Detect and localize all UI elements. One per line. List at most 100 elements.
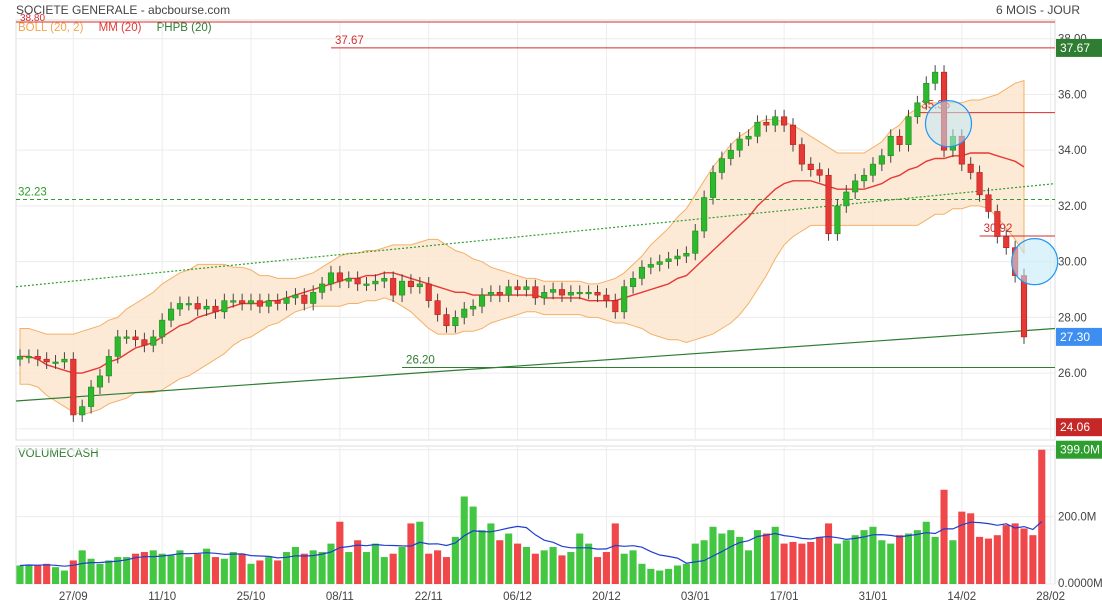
candle [176,303,183,310]
candle [256,300,263,307]
volume-bar [247,563,255,584]
candle [159,319,166,338]
candle [861,174,868,182]
candle [274,300,281,304]
candle [398,280,406,296]
candle [683,252,690,257]
price-panel-frame [15,19,1056,441]
volume-bar [158,553,166,584]
volume-bar [860,530,868,584]
candle [34,356,41,360]
volume-bar [745,550,753,584]
volume-bar [300,553,308,584]
highlight-circle [1011,238,1059,286]
candle [327,272,335,285]
candle [1020,275,1028,338]
volume-bar [585,543,593,584]
candle [834,205,841,235]
x-tick-label: 20/12 [592,591,621,603]
candle [558,289,566,296]
volume-bar [318,552,326,584]
price-badge-label: 24.06 [1060,420,1090,434]
candle [612,300,619,313]
candle [443,314,450,327]
candle [514,286,521,290]
volume-badge-label: 399.0M [1060,443,1100,457]
candle [496,292,503,296]
volume-bar [976,536,984,584]
candle [70,358,77,416]
volume-bar [851,535,859,584]
volume-bar [682,563,690,584]
volume-bar [558,555,566,584]
level-label: 37.67 [335,35,364,47]
volume-bar [34,565,42,584]
volume-bar [25,564,33,584]
volume-bar [531,553,539,584]
candle [292,294,299,299]
candle [869,163,877,176]
volume-bar [762,533,770,584]
candle [523,286,530,290]
volume-bar [380,557,388,584]
volume-bar [771,526,779,584]
volume-bar [211,557,220,584]
candle [79,406,86,416]
candle [434,300,441,315]
volume-average-line [19,521,1043,567]
volume-bar [593,557,602,584]
price-badge [1056,327,1102,346]
candle [416,283,423,288]
volume-bar [913,530,921,584]
volume-bar [1002,525,1010,584]
volume-bar [665,568,673,584]
candle [887,135,894,157]
price-badge-label: 27.30 [1060,330,1090,344]
volume-bar [602,552,610,584]
candle [692,230,699,254]
volume-bar [514,543,522,584]
volume-bar [922,521,930,584]
candle [852,180,859,193]
highlight-circle [924,100,973,148]
volume-bar [833,543,841,584]
volume-badge [1056,440,1102,459]
volume-bar [656,570,664,584]
volume-bar [780,543,788,584]
volume-bar [327,543,335,584]
volume-bar [789,541,797,584]
candle [1003,236,1010,249]
candle [194,303,201,310]
volume-bar [1038,449,1046,584]
volume-bar [878,540,886,584]
candle [905,116,912,145]
volume-bar [203,548,211,584]
volume-bar [816,536,824,584]
candle [745,135,752,140]
volume-bar [478,530,486,584]
candle [585,292,592,295]
candle [319,283,326,293]
candle [541,292,548,299]
level-label: 26.20 [406,355,435,367]
volume-bar [149,550,157,584]
candle [487,292,494,296]
volume-bar [647,568,655,584]
volume-bar [540,550,548,584]
candle [594,292,601,296]
candle [150,336,157,346]
volume-bar [407,523,415,584]
candle [461,308,468,318]
price-badge-label: 37.67 [1060,41,1090,55]
period-label: 6 MOIS - JOUR [995,3,1080,17]
volume-bar [993,535,1001,584]
volume-bar [940,489,948,584]
volume-bar [309,550,317,584]
candle [656,261,663,265]
volume-bar [167,555,175,584]
candle [478,294,486,307]
volume-bar [931,536,939,584]
volume-bar [1011,523,1019,584]
x-tick-label: 06/12 [503,591,532,603]
